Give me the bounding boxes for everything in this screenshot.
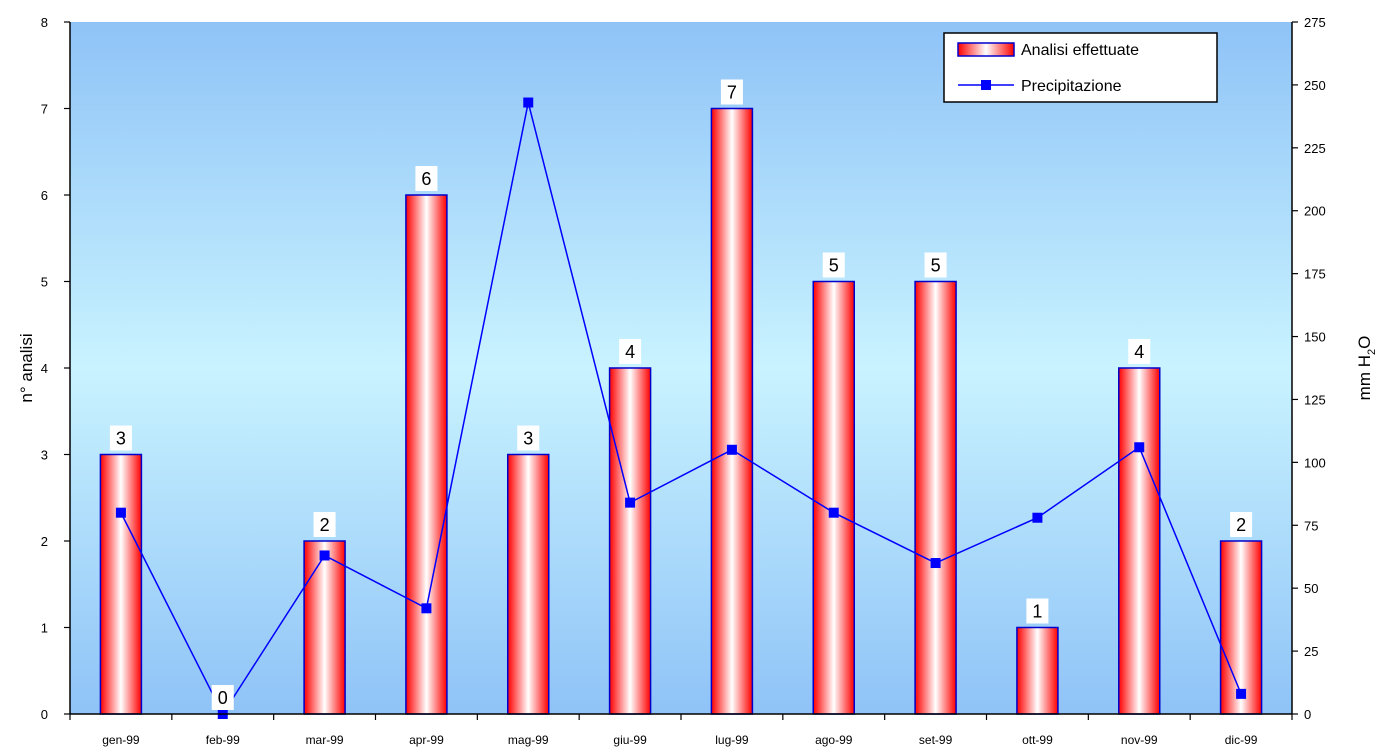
data-label: 3: [116, 429, 126, 449]
y-tick-label-right: 50: [1304, 581, 1318, 596]
data-label-bg: [211, 685, 234, 710]
legend-line-marker: [981, 80, 991, 90]
legend-label-line: Precipitazione: [1021, 78, 1122, 95]
x-tick-label: lug-99: [715, 733, 749, 747]
data-label-bg: [720, 79, 743, 105]
y-tick-label-right: 200: [1304, 204, 1326, 219]
x-tick-label: mag-99: [508, 733, 549, 747]
precipitation-point-lug-99: [726, 444, 737, 455]
y-tick-label-right: 225: [1304, 141, 1326, 156]
x-tick-label: nov-99: [1121, 733, 1158, 747]
y-tick-label-left: 0: [41, 707, 48, 722]
y-tick-label-left: 2: [41, 534, 48, 549]
y-tick-label-right: 250: [1304, 78, 1326, 93]
data-label: 0: [218, 688, 228, 708]
bar-lug-99: [710, 107, 754, 715]
data-label-bg: [619, 339, 642, 364]
data-label: 5: [829, 256, 839, 276]
y-tick-label-right: 25: [1304, 644, 1318, 659]
data-label-bg: [1128, 339, 1151, 364]
x-tick-label: gen-99: [102, 733, 140, 747]
data-label: 2: [320, 515, 330, 535]
x-tick-label: feb-99: [206, 733, 240, 747]
axes-layer: 0123456780255075100125150175200225250275…: [41, 15, 1326, 747]
precipitation-point-apr-99: [421, 603, 432, 614]
bar-gen-99: [99, 453, 143, 715]
x-tick-label: dic-99: [1225, 733, 1258, 747]
y-tick-label-right: 150: [1304, 330, 1326, 345]
precipitation-point-gen-99: [115, 507, 126, 518]
y-tick-label-right: 100: [1304, 455, 1326, 470]
bar-nov-99: [1118, 367, 1161, 715]
x-tick-label: mar-99: [306, 733, 344, 747]
y-tick-label-left: 4: [41, 361, 48, 376]
y-axis-title-left: n° analisi: [17, 333, 36, 402]
data-label: 4: [1134, 342, 1144, 362]
precipitation-point-giu-99: [625, 497, 636, 508]
legend-label-bars: Analisi effettuate: [1021, 42, 1139, 59]
data-label-bg: [313, 512, 336, 537]
data-label-bg: [1026, 598, 1049, 624]
bar-set-99: [914, 280, 957, 715]
x-tick-label: apr-99: [409, 733, 444, 747]
y-tick-label-left: 1: [41, 621, 48, 636]
y-tick-label-left: 7: [41, 102, 48, 117]
y-tick-label-right: 125: [1304, 392, 1326, 407]
precipitation-point-ott-99: [1032, 512, 1043, 523]
y-axis-title-right: mm H2O: [1355, 336, 1378, 401]
data-labels-layer: 3 0 2 6 3 4 7 5 5 1 4 2: [109, 79, 1253, 710]
y-tick-label-left: 6: [41, 188, 48, 203]
data-label-bg: [415, 166, 438, 191]
data-label-bg: [822, 252, 845, 278]
bar-mag-99: [507, 453, 550, 715]
data-label-bg: [924, 252, 947, 278]
y-tick-label-right: 75: [1304, 518, 1318, 533]
data-label: 4: [625, 342, 635, 362]
data-label-bg: [109, 425, 132, 451]
data-label: 3: [523, 429, 533, 449]
bars-layer: [99, 107, 1263, 715]
bar-giu-99: [608, 367, 652, 715]
data-label-bg: [517, 425, 540, 451]
bar-mar-99: [303, 540, 346, 715]
x-tick-label: giu-99: [613, 733, 647, 747]
data-label: 2: [1236, 515, 1246, 535]
y-tick-label-right: 275: [1304, 15, 1326, 30]
bar-dic-99: [1219, 540, 1263, 715]
precipitation-point-mar-99: [319, 550, 330, 561]
bar-apr-99: [405, 194, 448, 715]
x-tick-label: ott-99: [1022, 733, 1053, 747]
y-tick-label-right: 175: [1304, 267, 1326, 282]
precipitation-point-mag-99: [523, 97, 534, 108]
y-tick-label-left: 5: [41, 275, 48, 290]
x-tick-label: set-99: [919, 733, 953, 747]
legend-box: [943, 32, 1218, 103]
y-tick-label-right: 0: [1304, 707, 1311, 722]
legend: Analisi effettuate Precipitazione: [943, 32, 1218, 103]
bar-ott-99: [1016, 626, 1059, 715]
bar-ago-99: [812, 280, 855, 715]
data-label: 6: [421, 169, 431, 189]
data-label-bg: [1230, 512, 1253, 537]
plot-area: [70, 22, 1292, 714]
legend-bar-swatch: [957, 42, 1015, 57]
data-label: 5: [931, 256, 941, 276]
precipitation-point-set-99: [930, 558, 941, 569]
precipitation-point-dic-99: [1236, 688, 1247, 699]
data-label: 1: [1032, 602, 1042, 622]
data-label: 7: [727, 83, 737, 103]
y-tick-label-left: 8: [41, 15, 48, 30]
precipitation-point-nov-99: [1134, 442, 1145, 453]
x-tick-label: ago-99: [815, 733, 853, 747]
y-tick-label-left: 3: [41, 448, 48, 463]
precipitation-line: [120, 102, 1242, 716]
precipitation-point-ago-99: [828, 507, 839, 518]
